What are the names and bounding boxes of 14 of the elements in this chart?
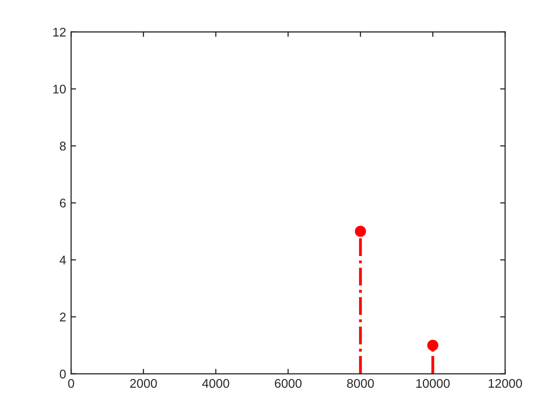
x-tick-label: 12000: [488, 378, 522, 388]
x-tick-label: 6000: [274, 378, 302, 388]
y-tick-label: 10: [53, 84, 66, 94]
y-tick-label: 2: [60, 312, 66, 322]
y-tick-label: 6: [60, 198, 66, 208]
x-tick-label: 0: [68, 378, 74, 388]
x-tick-label: 10000: [416, 378, 450, 388]
y-tick-label: 4: [60, 256, 66, 264]
x-tick-label: 2000: [130, 378, 157, 388]
y-tick-label: 12: [53, 28, 66, 36]
x-tick-label: 8000: [347, 378, 374, 388]
y-tick-label: 8: [60, 142, 66, 151]
x-tick-label: 4000: [202, 378, 230, 388]
y-tick-label: 0: [60, 370, 66, 378]
